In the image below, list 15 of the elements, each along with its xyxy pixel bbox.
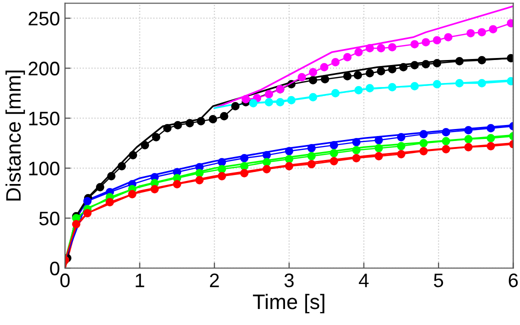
y-tick-label: 200 (28, 62, 60, 76)
x-tick-label: 6 (508, 274, 518, 288)
y-axis-title: Distance [mm] (6, 70, 25, 201)
x-tick-label: 1 (136, 274, 144, 288)
y-tick-label: 50 (39, 212, 60, 226)
x-tick-label: 2 (210, 274, 219, 288)
y-tick-label: 250 (28, 12, 60, 26)
x-tick-label: 3 (284, 274, 294, 288)
y-tick-label: 150 (29, 112, 60, 126)
x-tick-label: 0 (60, 274, 70, 288)
x-tick-label: 4 (358, 274, 369, 288)
y-tick-label: 100 (29, 162, 60, 176)
x-axis-title: Time [s] (252, 294, 324, 314)
y-tick-label: 0 (50, 262, 60, 276)
x-tick-label: 5 (434, 274, 444, 288)
